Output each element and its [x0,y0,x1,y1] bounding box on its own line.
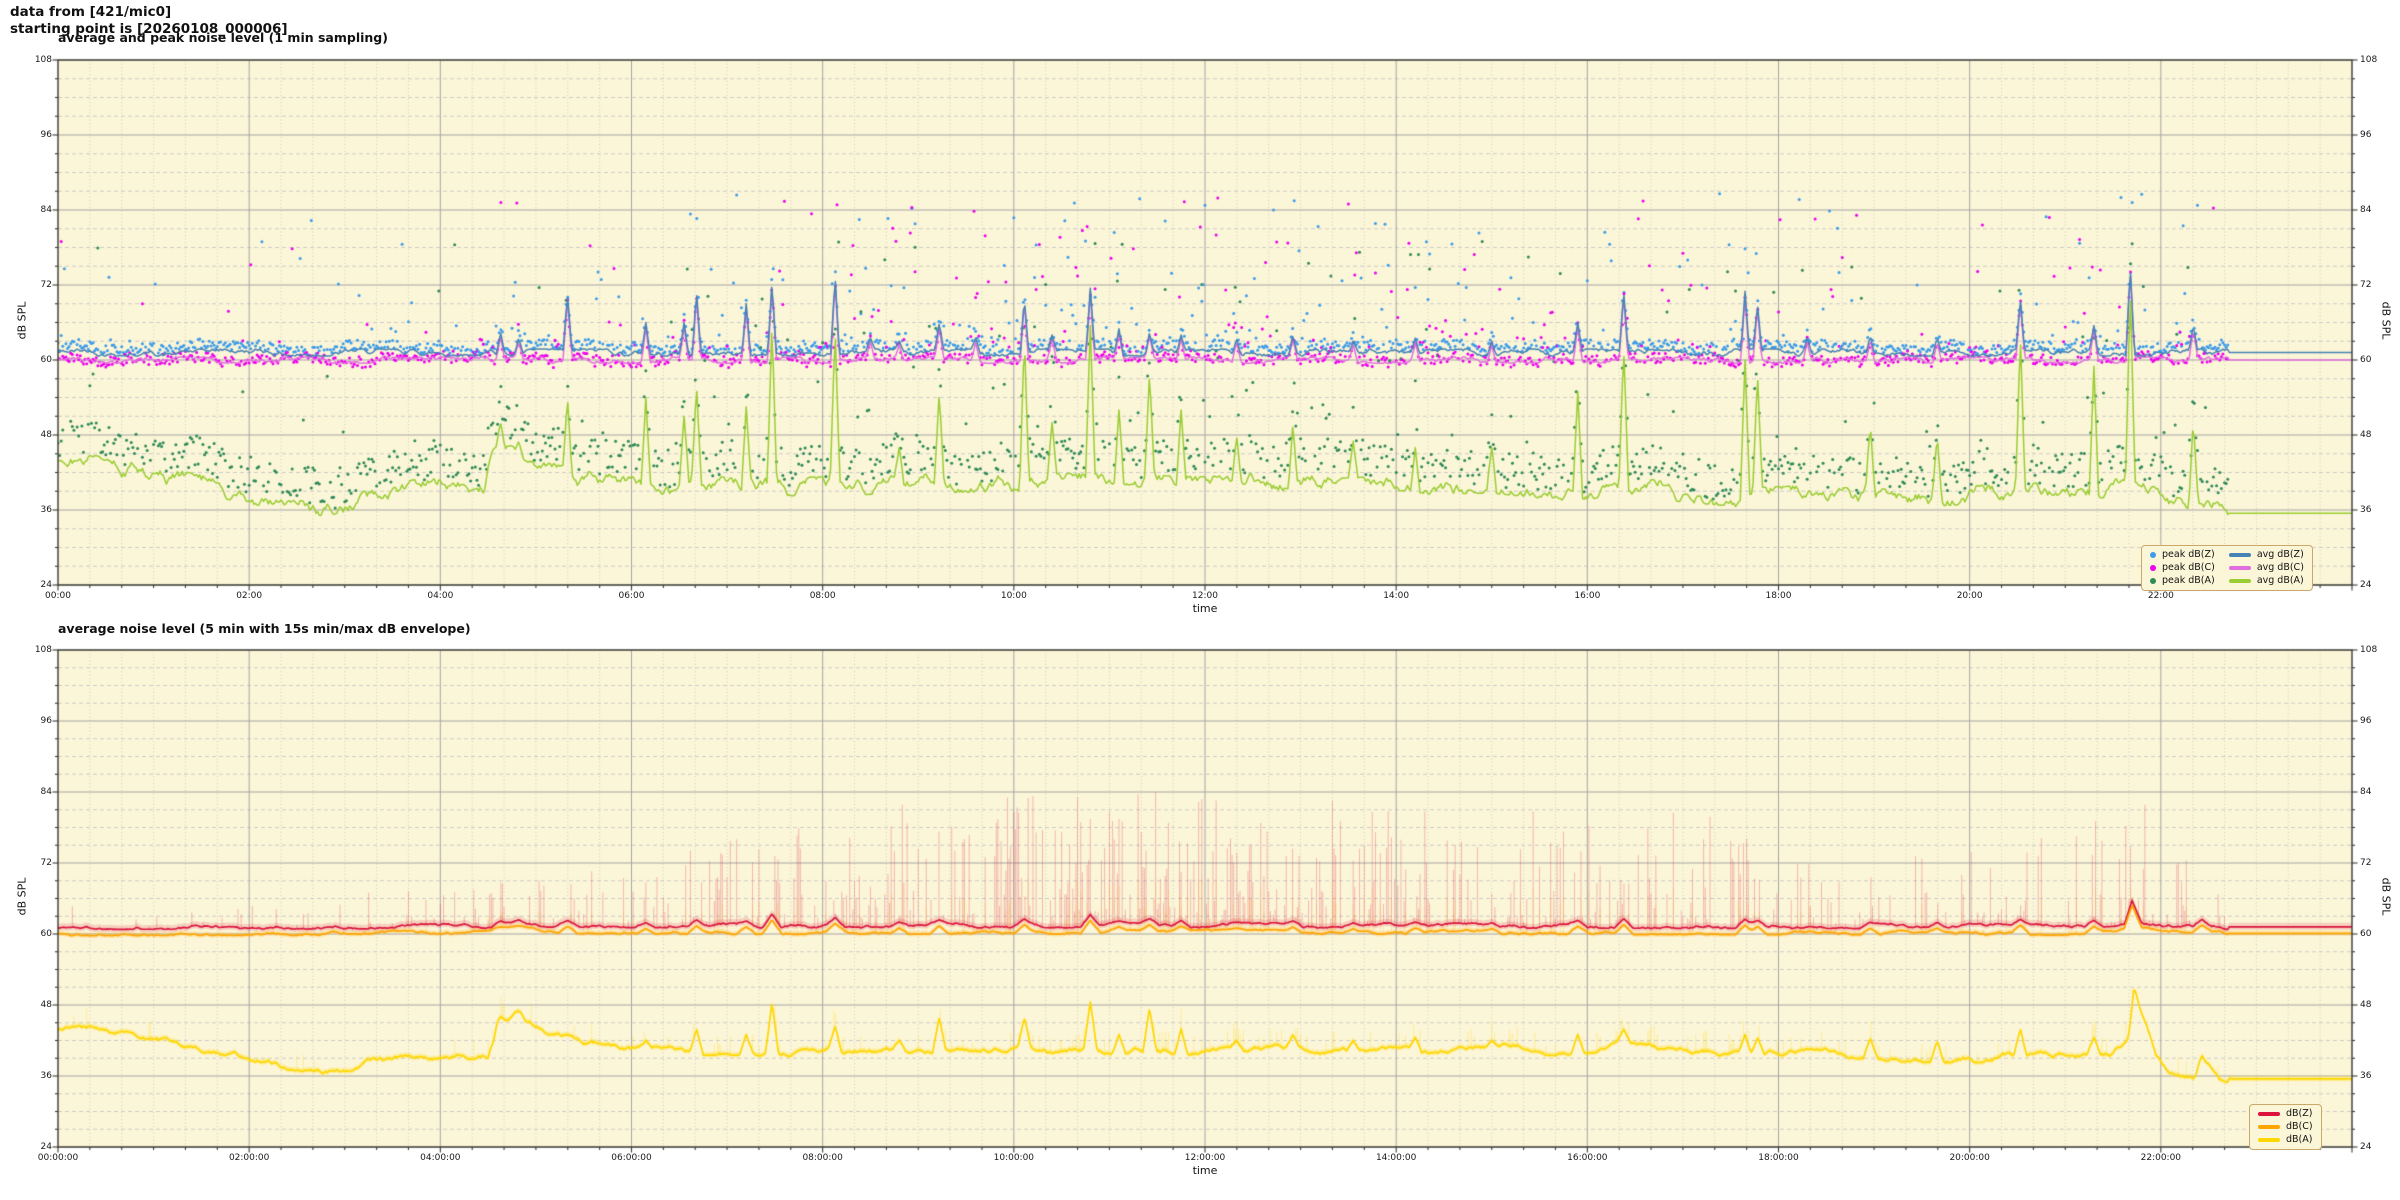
legend-label: peak dB(A) [2162,575,2215,586]
y-tick-label-left: 24 [40,580,52,590]
x-tick-label: 18:00:00 [1758,1153,1799,1163]
legend-dot-marker [2150,565,2156,571]
y-tick-label-left: 72 [40,858,52,868]
x-tick-label: 06:00 [618,591,645,601]
x-tick-label: 16:00:00 [1567,1153,1608,1163]
y-tick-label-left: 108 [34,645,52,655]
legend-item: avg dB(C) [2228,562,2304,574]
legend-item: avg dB(Z) [2228,549,2304,561]
chart2-legend: dB(Z) dB(C) dB(A) [2249,1104,2322,1150]
legend-line-marker [2258,1125,2280,1129]
y-tick-label-right: 72 [2360,280,2372,290]
chart1-title: average and peak noise level (1 min samp… [58,30,388,45]
y-tick-label-right: 108 [2360,55,2378,65]
legend-label: dB(Z) [2286,1108,2313,1119]
x-tick-label: 00:00 [45,591,71,601]
x-tick-label: 04:00 [427,591,454,601]
y-tick-label-left: 96 [40,716,52,726]
y-tick-label-right: 72 [2360,858,2372,868]
y-tick-label-left: 24 [40,1142,52,1152]
legend-line-marker [2258,1138,2280,1142]
legend-dot-marker [2150,578,2156,584]
y-tick-label-left: 36 [40,505,52,515]
legend-dot-marker [2150,552,2156,558]
x-tick-label: 08:00 [809,591,836,601]
x-tick-label: 22:00 [2147,591,2174,601]
x-tick-label: 06:00:00 [611,1153,652,1163]
y-tick-label-left: 36 [40,1071,52,1081]
y-tick-label-left: 108 [34,55,52,65]
legend-line-marker [2228,553,2251,557]
legend-line-marker [2228,566,2251,570]
legend-label: avg dB(C) [2256,562,2304,573]
legend-label: avg dB(A) [2256,575,2304,586]
y-tick-label-right: 36 [2360,1071,2372,1081]
chart1-legend: peak dB(Z) peak dB(C) peak dB(A) avg dB(Z) a… [2141,545,2313,591]
y-tick-label-right: 48 [2360,1000,2372,1010]
chart1-ylabel-left: dB SPL [15,301,29,340]
legend-label: peak dB(Z) [2162,549,2215,560]
legend-label: dB(C) [2286,1121,2313,1132]
legend-item: dB(Z) [2258,1108,2313,1120]
legend-item: peak dB(A) [2150,575,2215,587]
x-tick-label: 10:00:00 [993,1153,1035,1163]
chart1-xlabel: time [1192,602,1218,615]
legend-label: dB(A) [2286,1134,2313,1145]
header-line-2: starting point is [20260108_000006] [10,21,288,37]
x-tick-label: 08:00:00 [802,1153,843,1163]
legend-label: peak dB(C) [2162,562,2215,573]
x-tick-label: 04:00:00 [420,1153,461,1163]
y-tick-label-right: 60 [2360,355,2372,365]
x-tick-label: 12:00 [1192,591,1218,601]
chart2-ylabel-left: dB SPL [15,877,29,916]
x-tick-label: 20:00:00 [1949,1153,1990,1163]
y-tick-label-right: 96 [2360,716,2372,726]
header-line-1: data from [421/mic0] [10,4,172,20]
y-tick-label-right: 84 [2360,787,2372,797]
x-tick-label: 02:00:00 [228,1153,270,1163]
x-tick-label: 00:00:00 [37,1153,79,1163]
x-tick-label: 14:00:00 [1375,1153,1417,1163]
y-tick-label-right: 108 [2360,645,2378,655]
y-tick-label-left: 48 [40,430,52,440]
chart2-title: average noise level (5 min with 15s min/… [58,621,471,636]
legend-item: peak dB(C) [2150,562,2215,574]
legend-label: avg dB(Z) [2256,549,2304,560]
y-tick-label-left: 48 [40,1000,52,1010]
chart2-ylabel-right: dB SPL [2379,877,2393,916]
x-tick-label: 22:00:00 [2140,1153,2182,1163]
legend-line-marker [2228,579,2251,583]
legend-item: avg dB(A) [2228,575,2304,587]
legend-item: peak dB(Z) [2150,549,2215,561]
legend-item: dB(A) [2258,1134,2313,1146]
y-tick-label-left: 60 [40,929,52,939]
y-tick-label-right: 60 [2360,929,2372,939]
x-tick-label: 14:00 [1383,591,1410,601]
x-tick-label: 10:00 [1000,591,1027,601]
y-tick-label-right: 24 [2360,580,2372,590]
x-tick-label: 18:00 [1765,591,1792,601]
y-tick-label-right: 24 [2360,1142,2372,1152]
y-tick-label-left: 72 [40,280,52,290]
chart2-xlabel: time [1192,1164,1218,1177]
y-tick-label-left: 84 [40,205,52,215]
legend-item: dB(C) [2258,1121,2313,1133]
y-tick-label-right: 48 [2360,430,2372,440]
y-tick-label-right: 96 [2360,130,2372,140]
x-tick-label: 12:00:00 [1184,1153,1226,1163]
y-tick-label-left: 60 [40,355,52,365]
y-tick-label-left: 96 [40,130,52,140]
y-tick-label-right: 84 [2360,205,2372,215]
y-tick-label-right: 36 [2360,505,2372,515]
x-tick-label: 20:00 [1956,591,1983,601]
x-tick-label: 16:00 [1574,591,1601,601]
chart1-ylabel-right: dB SPL [2379,301,2393,340]
y-tick-label-left: 84 [40,787,52,797]
legend-line-marker [2258,1112,2280,1116]
x-tick-label: 02:00 [236,591,263,601]
